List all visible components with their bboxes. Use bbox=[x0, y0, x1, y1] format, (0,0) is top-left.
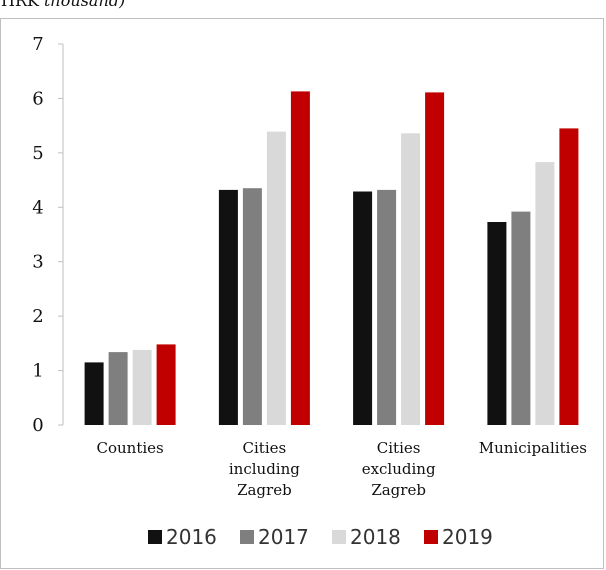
legend-swatch bbox=[424, 530, 438, 544]
legend: 2016 2017 2018 2019 bbox=[148, 525, 493, 549]
y-tick-label: 7 bbox=[32, 34, 43, 55]
y-tick-label: 1 bbox=[32, 361, 43, 382]
chart-frame bbox=[0, 18, 604, 569]
unit-qualifier: thousand) bbox=[44, 0, 126, 10]
bar bbox=[242, 188, 262, 425]
legend-label: 2017 bbox=[258, 525, 309, 549]
x-category-label: Cities including Zagreb bbox=[229, 439, 300, 499]
x-category-label: Counties bbox=[97, 439, 164, 457]
bars bbox=[84, 91, 579, 426]
y-tick-label: 4 bbox=[32, 197, 43, 218]
y-tick-label: 5 bbox=[32, 143, 43, 164]
bar bbox=[535, 162, 555, 425]
bar bbox=[156, 344, 176, 425]
legend-label: 2018 bbox=[350, 525, 401, 549]
x-category-label: Municipalities bbox=[479, 439, 587, 457]
legend-swatch bbox=[332, 530, 346, 544]
y-tick-label: 6 bbox=[32, 88, 43, 109]
bar bbox=[108, 352, 128, 425]
bar bbox=[84, 362, 104, 425]
bar bbox=[218, 189, 238, 425]
legend-label: 2016 bbox=[166, 525, 217, 549]
bar bbox=[377, 189, 397, 425]
bar bbox=[266, 131, 286, 425]
y-tick-label: 3 bbox=[32, 252, 43, 273]
bar bbox=[290, 91, 310, 426]
bar bbox=[401, 133, 421, 426]
bar bbox=[487, 222, 507, 425]
unit-label: HRK thousand) bbox=[1, 0, 125, 10]
y-tick-label: 0 bbox=[32, 415, 43, 436]
legend-swatch bbox=[148, 530, 162, 544]
x-axis-labels: Counties Cities including Zagreb Cities exclu… bbox=[97, 439, 587, 499]
bar bbox=[425, 92, 445, 426]
bar bbox=[559, 128, 579, 425]
y-tick-label: 2 bbox=[32, 306, 43, 327]
bar bbox=[353, 191, 373, 425]
x-category-label: Cities excluding Zagreb bbox=[362, 439, 436, 499]
bar bbox=[511, 211, 531, 425]
unit-prefix: HRK bbox=[1, 0, 45, 10]
legend-swatch bbox=[240, 530, 254, 544]
y-axis: 0 1 2 3 4 5 6 7 bbox=[32, 34, 64, 436]
legend-label: 2019 bbox=[442, 525, 493, 549]
bar bbox=[132, 349, 152, 425]
